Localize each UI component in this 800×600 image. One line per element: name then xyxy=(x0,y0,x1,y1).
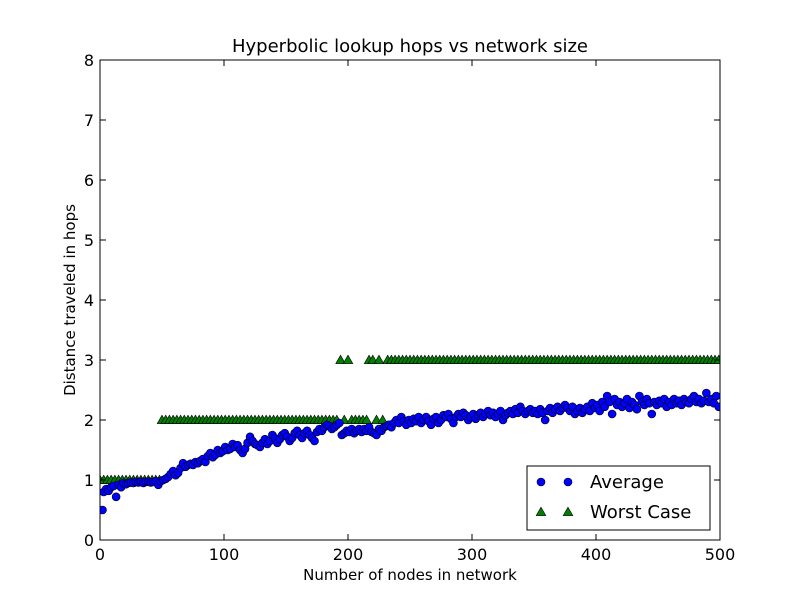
legend-label: Average xyxy=(590,472,664,493)
legend: Average Worst Case xyxy=(526,465,711,531)
legend-marker xyxy=(536,477,546,487)
x-tick-label: 0 xyxy=(95,545,105,564)
plot-area xyxy=(100,354,720,515)
axis-ticks: 0 100 200 300 400 500 0 1 2 3 4 5 6 7 8 xyxy=(84,51,735,564)
worst-case-point xyxy=(335,354,346,364)
y-axis-label: Distance traveled in hops xyxy=(61,204,79,396)
average-point xyxy=(111,492,121,502)
y-tick-label: 0 xyxy=(84,531,94,550)
x-tick-label: 300 xyxy=(457,545,488,564)
y-tick-label: 1 xyxy=(84,471,94,490)
x-axis-label: Number of nodes in network xyxy=(303,566,517,584)
y-tick-label: 2 xyxy=(84,411,94,430)
average-point xyxy=(100,505,107,515)
legend-box xyxy=(526,465,711,531)
legend-marker xyxy=(562,506,574,516)
average-point xyxy=(607,409,617,419)
y-tick-label: 7 xyxy=(84,111,94,130)
legend-marker xyxy=(535,506,547,516)
average-point xyxy=(540,415,550,425)
average-point xyxy=(647,409,657,419)
x-tick-label: 100 xyxy=(209,545,240,564)
average-point xyxy=(711,391,720,401)
y-tick-label: 6 xyxy=(84,171,94,190)
worst-case-point xyxy=(713,354,720,364)
series-average xyxy=(100,388,720,515)
average-point xyxy=(632,404,642,414)
x-tick-label: 200 xyxy=(333,545,364,564)
worst-case-point xyxy=(342,354,354,364)
x-tick-label: 400 xyxy=(581,545,612,564)
legend-label: Worst Case xyxy=(590,502,691,523)
average-point xyxy=(310,436,319,446)
worst-case-point xyxy=(373,354,385,364)
y-tick-label: 8 xyxy=(84,51,94,70)
y-tick-label: 3 xyxy=(84,351,94,370)
y-tick-label: 5 xyxy=(84,231,94,250)
average-point xyxy=(335,418,344,428)
legend-marker xyxy=(563,477,573,487)
x-tick-label: 500 xyxy=(705,545,736,564)
worst-case-point xyxy=(361,414,372,424)
average-point xyxy=(702,388,711,398)
average-point xyxy=(714,402,720,412)
y-tick-label: 4 xyxy=(84,291,94,310)
chart-title: Hyperbolic lookup hops vs network size xyxy=(232,36,588,57)
